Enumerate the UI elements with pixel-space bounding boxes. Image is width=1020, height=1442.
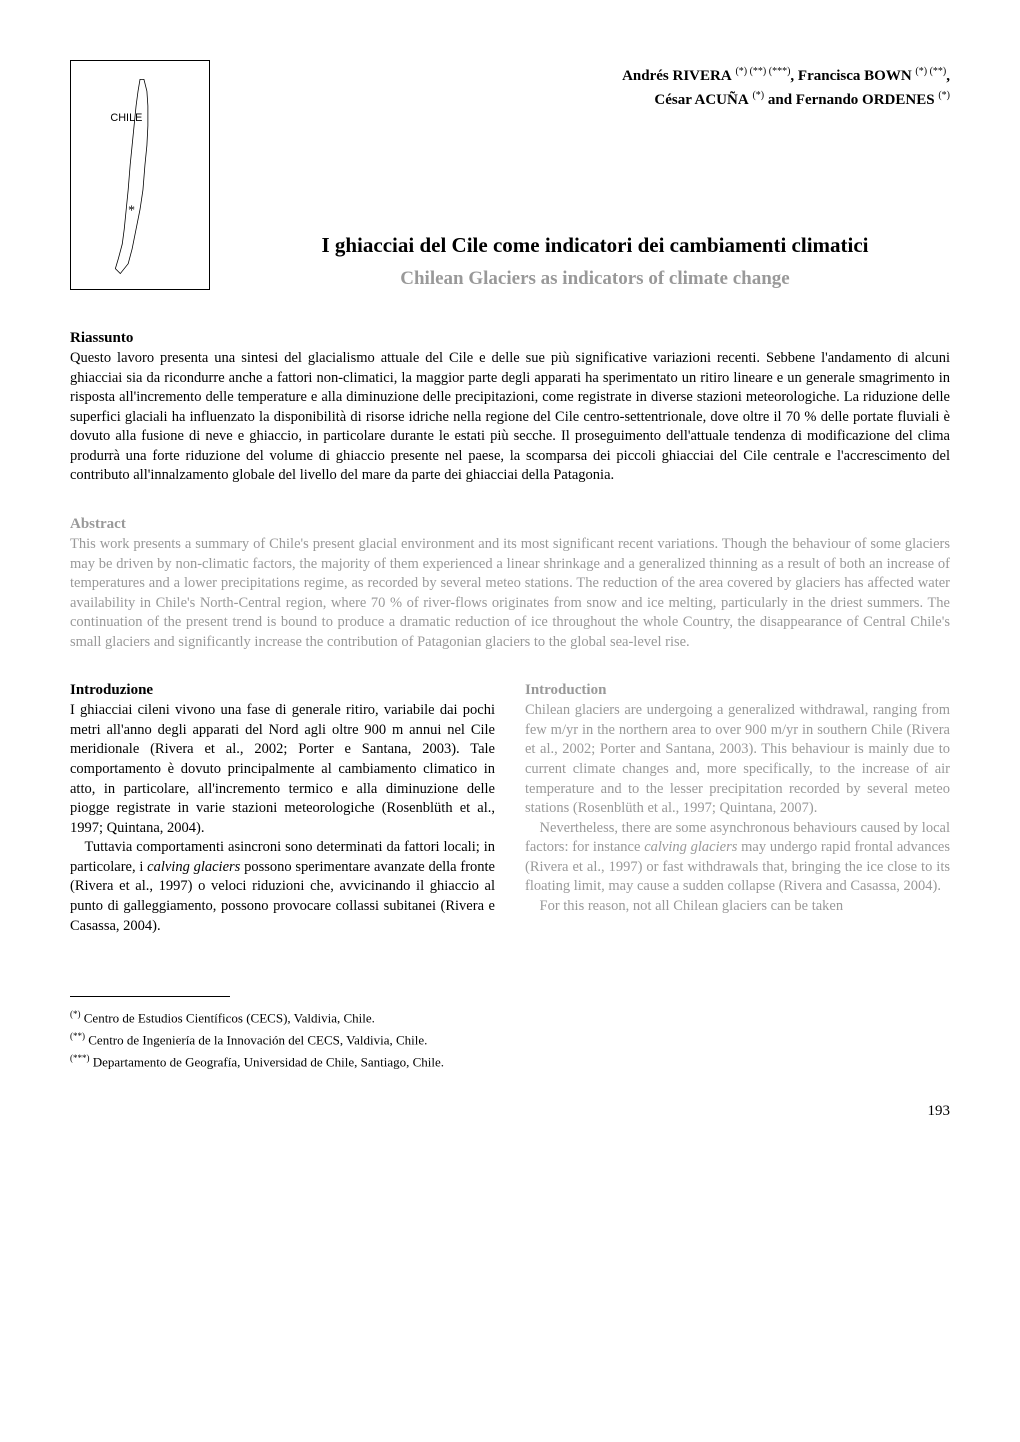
titles: I ghiacciai del Cile come indicatori dei… [240,203,950,290]
footnote-rule [70,996,230,997]
introduction-p3: For this reason, not all Chilean glacier… [525,897,950,917]
introduzione-p2: Tuttavia comportamenti asincroni sono de… [70,838,495,936]
col-italian: Introduzione I ghiacciai cileni vivono u… [70,682,495,936]
chile-map-label: CHILE [110,112,142,124]
introduction-p1: Chilean glaciers are undergoing a genera… [525,701,950,818]
col-english: Introduction Chilean glaciers are underg… [525,682,950,936]
footnote-3: (***) Departamento de Geografía, Univers… [70,1051,950,1073]
introduzione-body: I ghiacciai cileni vivono una fase di ge… [70,701,495,936]
introduzione-heading: Introduzione [70,682,495,699]
header-text: Andrés RIVERA (*) (**) (***), Francisca … [240,60,950,290]
authors-line2: César ACUÑA (*) and Fernando ORDENES (*) [240,88,950,112]
abstract-text: This work presents a summary of Chile's … [70,535,950,652]
introduction-p2: Nevertheless, there are some asynchronou… [525,819,950,897]
riassunto-heading: Riassunto [70,330,950,347]
authors: Andrés RIVERA (*) (**) (***), Francisca … [240,64,950,112]
introduction-body: Chilean glaciers are undergoing a genera… [525,701,950,916]
footnote-2: (**) Centro de Ingeniería de la Innovaci… [70,1029,950,1051]
chile-map: CHILE * [70,60,210,290]
footnotes: (*) Centro de Estudios Científicos (CECS… [70,996,950,1073]
authors-line1: Andrés RIVERA (*) (**) (***), Francisca … [240,64,950,88]
introduction-heading: Introduction [525,682,950,699]
chile-map-svg: CHILE * [71,61,209,289]
header-row: CHILE * Andrés RIVERA (*) (**) (***), Fr… [70,60,950,290]
chile-map-marker: * [128,202,135,217]
page-number: 193 [70,1103,950,1120]
abstract-heading: Abstract [70,516,950,533]
title-italian: I ghiacciai del Cile come indicatori dei… [240,233,950,258]
riassunto-text: Questo lavoro presenta una sintesi del g… [70,349,950,486]
title-english: Chilean Glaciers as indicators of climat… [240,268,950,290]
footnote-1: (*) Centro de Estudios Científicos (CECS… [70,1007,950,1029]
two-column-body: Introduzione I ghiacciai cileni vivono u… [70,682,950,936]
introduzione-p1: I ghiacciai cileni vivono una fase di ge… [70,701,495,838]
